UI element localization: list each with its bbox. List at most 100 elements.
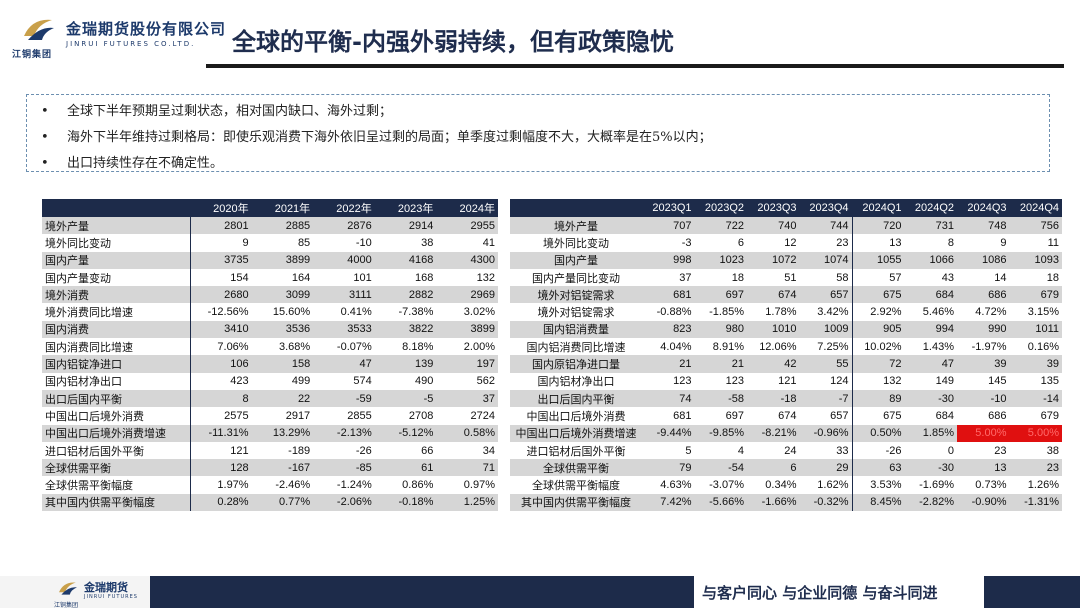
column-header: 2023Q3 [747, 199, 800, 217]
table-cell: 168 [374, 268, 437, 287]
logo-company-en: JINRUI FUTURES CO.LTD. [66, 40, 196, 48]
table-cell: 5 [642, 441, 695, 460]
table-cell: -0.88% [642, 303, 695, 321]
table-cell: 14 [957, 268, 1010, 287]
table-cell: 657 [799, 286, 852, 304]
table-cell: -1.97% [957, 338, 1010, 356]
table-cell: -5.66% [694, 493, 747, 512]
footer-slogan-panel [694, 576, 984, 608]
table-row: 境外对铝锭需求 681 697 674 657 675 684 686 679 [510, 286, 1062, 304]
table-cell: 0.41% [313, 303, 375, 321]
table-cell: -7.38% [374, 303, 437, 321]
table-cell: 9 [189, 234, 252, 252]
table-cell: 72 [851, 355, 905, 373]
table-cell: 154 [189, 268, 252, 287]
summary-bullet: • 出口持续性存在不确定性。 [41, 151, 1049, 177]
table-row: 国内原铝净进口量 21 21 42 55 72 47 39 39 [510, 355, 1062, 373]
bullet-text: 出口持续性存在不确定性。 [67, 156, 224, 171]
table-row: 境外对铝锭需求 -0.88% -1.85% 1.78% 3.42% 2.92% 5.46% 4… [510, 303, 1062, 321]
table-cell: 7.42% [642, 493, 695, 512]
table-cell: 5.00% [957, 424, 1010, 442]
table-cell: 423 [189, 372, 252, 390]
table-row: 中国出口后境外消费增速 -9.44% -9.85% -8.21% -0.96% 0.50%… [510, 424, 1062, 442]
table-cell: 8 [189, 389, 252, 408]
table-cell: 0.34% [747, 476, 800, 494]
table-cell: 13 [957, 459, 1010, 477]
table-cell: 2.92% [851, 303, 905, 321]
table-row: 出口后国内平衡 74 -58 -18 -7 89 -30 -10 -14 [510, 389, 1062, 408]
table-cell: 124 [799, 372, 852, 390]
table-cell: 164 [251, 268, 314, 287]
column-header: 2024Q4 [1009, 199, 1062, 217]
table-cell: 121 [747, 372, 800, 390]
table-cell: -0.90% [957, 493, 1010, 512]
table-cell: 74 [642, 389, 695, 408]
table-cell: 490 [374, 372, 437, 390]
row-label: 出口后国内平衡 [42, 389, 190, 408]
column-header: 2023Q4 [799, 199, 852, 217]
table-row: 其中国内供需平衡幅度 0.28% 0.77% -2.06% -0.18% 1.25% [42, 493, 498, 512]
table-row: 国内产量变动 154 164 101 168 132 [42, 268, 498, 287]
table-cell: -54 [694, 459, 747, 477]
row-label: 进口铝材后国外平衡 [510, 441, 642, 460]
table-cell: 8.91% [694, 338, 747, 356]
table-cell: 23 [1009, 459, 1062, 477]
table-cell: 3.15% [1009, 303, 1062, 321]
table-cell: 9 [957, 234, 1010, 252]
row-label: 国内铝材净出口 [510, 372, 642, 390]
header-corner [510, 199, 642, 217]
column-header: 2023年 [374, 199, 437, 217]
table-cell: 51 [747, 268, 800, 287]
table-cell: 79 [642, 459, 695, 477]
table-cell: 697 [694, 407, 747, 425]
summary-bullet: • 海外下半年维持过剩格局：即使乐观消费下海外依旧呈过剩的局面；单季度过剩幅度不大… [41, 125, 1049, 151]
table-cell: 674 [747, 407, 800, 425]
table-row: 中国出口后境外消费增速 -11.31% 13.29% -2.13% -5.12% 0.58… [42, 424, 498, 442]
table-cell: -7 [799, 389, 852, 408]
table-cell: 43 [904, 268, 957, 287]
table-cell: 707 [642, 217, 695, 235]
row-label: 境外同比变动 [510, 234, 642, 252]
table-cell: 21 [642, 355, 695, 373]
row-label: 进口铝材后国外平衡 [42, 441, 190, 460]
table-cell: -0.18% [374, 493, 437, 512]
table-cell: 58 [799, 268, 852, 287]
footer-bar: 金瑞期货 JINRUI FUTURES 江铜集团 与客户同心 与企业同德 与奋斗… [0, 576, 1080, 609]
table-cell: 5.46% [904, 303, 957, 321]
row-label: 全球供需平衡 [510, 459, 642, 477]
table-cell: 15.60% [251, 303, 314, 321]
table-cell: 2882 [374, 286, 437, 304]
table-cell: 8 [904, 234, 957, 252]
table-cell: 123 [642, 372, 695, 390]
table-cell: 23 [957, 441, 1010, 460]
table-cell: 675 [851, 286, 905, 304]
table-cell: 679 [1009, 286, 1062, 304]
table-cell: 1009 [799, 320, 852, 339]
table-cell: 47 [904, 355, 957, 373]
table-cell: 686 [957, 407, 1010, 425]
table-cell: -1.69% [904, 476, 957, 494]
table-cell: 158 [251, 355, 314, 373]
table-cell: 731 [904, 217, 957, 235]
bullet-dot-icon: • [41, 130, 49, 145]
title-divider [206, 64, 1064, 68]
table-cell: 1023 [694, 251, 747, 269]
logo-company-cn: 金瑞期货股份有限公司 [66, 20, 227, 38]
column-header: 2024Q1 [851, 199, 905, 217]
table-cell: 3.68% [251, 338, 314, 356]
table-cell: 675 [851, 407, 905, 425]
table-cell: 5.00% [1009, 424, 1062, 442]
row-label: 出口后国内平衡 [510, 389, 642, 408]
table-cell: 748 [957, 217, 1010, 235]
table-cell: 4000 [313, 251, 375, 269]
table-cell: -26 [313, 441, 375, 460]
table-cell: 4.63% [642, 476, 695, 494]
table-cell: -189 [251, 441, 314, 460]
table-cell: 8.45% [851, 493, 905, 512]
table-cell: 674 [747, 286, 800, 304]
table-cell: 132 [851, 372, 905, 390]
table-cell: 1055 [851, 251, 905, 269]
table-cell: 61 [374, 459, 437, 477]
table-cell: 3899 [251, 251, 314, 269]
table-cell: 1066 [904, 251, 957, 269]
